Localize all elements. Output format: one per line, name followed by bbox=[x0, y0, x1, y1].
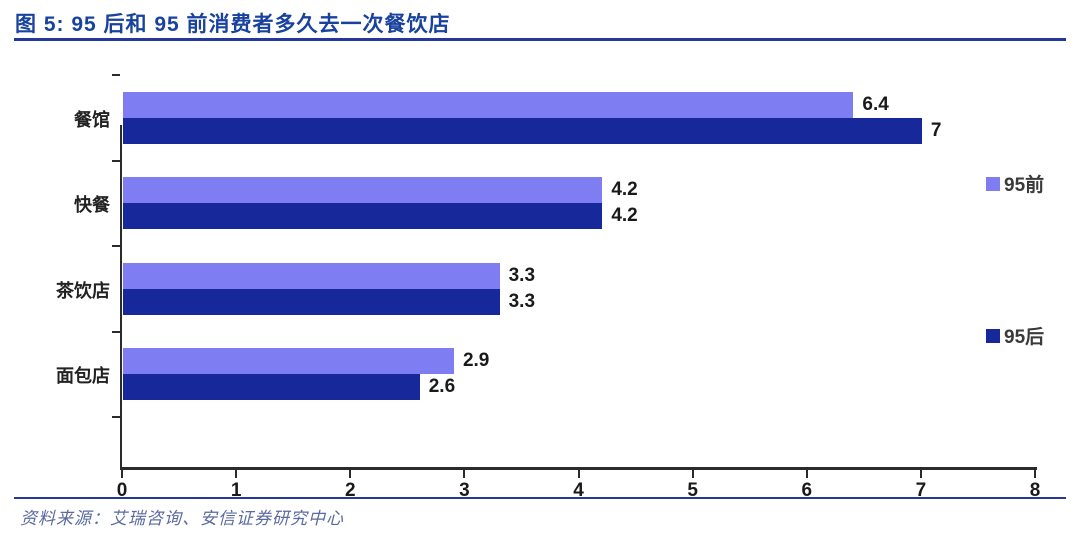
bar-segment-95qian bbox=[123, 348, 454, 375]
bar-value-label: 2.6 bbox=[428, 376, 456, 398]
category-label: 面包店 bbox=[56, 366, 110, 387]
source-note: 资料来源：艾瑞咨询、安信证券研究中心 bbox=[20, 509, 344, 528]
bar-segment-95qian bbox=[123, 177, 603, 204]
bar-value-label: 4.2 bbox=[611, 179, 638, 201]
x-axis-tick-label: 4 bbox=[573, 480, 584, 501]
x-axis-tick-label: 0 bbox=[116, 480, 128, 501]
y-axis-tick bbox=[112, 245, 120, 247]
legend-swatch-icon bbox=[986, 328, 1000, 343]
y-axis-tick bbox=[112, 74, 120, 76]
x-axis-tick bbox=[805, 470, 808, 478]
x-axis-tick-label: 1 bbox=[230, 480, 242, 501]
bar-segment-95hou bbox=[123, 374, 420, 401]
bar-value-label: 7 bbox=[930, 119, 942, 141]
y-axis-tick bbox=[112, 416, 120, 418]
y-axis-tick bbox=[112, 159, 120, 162]
legend-label: 95后 bbox=[1004, 327, 1045, 348]
x-axis-tick-label: 5 bbox=[687, 480, 698, 501]
x-axis-tick-label: 8 bbox=[1029, 480, 1041, 501]
y-axis-line bbox=[120, 125, 122, 470]
bar-value-label: 4.2 bbox=[611, 205, 638, 227]
bar-segment-95qian bbox=[123, 91, 854, 118]
legend-label: 95前 bbox=[1004, 175, 1045, 196]
legend-item-95hou: 95后 bbox=[986, 322, 1044, 349]
figure-title: 图 5: 95 后和 95 前消费者多久去一次餐饮店 bbox=[15, 13, 451, 36]
category-label: 快餐 bbox=[74, 195, 110, 216]
bar-segment-95hou bbox=[123, 117, 922, 144]
y-axis-tick bbox=[112, 330, 120, 333]
bar-value-label: 3.3 bbox=[508, 264, 536, 286]
category-label: 茶饮店 bbox=[56, 280, 110, 301]
x-axis-tick-label: 6 bbox=[801, 480, 813, 501]
bar-segment-95hou bbox=[123, 203, 603, 230]
x-axis-tick bbox=[235, 470, 238, 478]
legend-swatch-icon bbox=[986, 176, 1000, 191]
grouped-bar-chart: 0 1 2 3 4 5 6 7 8 餐馆 6.4 7 快餐 4.2 4.2 茶饮店 3.3 3.3 面包店 2.9 2.… bbox=[0, 50, 1080, 501]
title-underline bbox=[14, 38, 1066, 41]
legend-item-95qian: 95前 bbox=[986, 170, 1044, 197]
category-label: 餐馆 bbox=[74, 109, 110, 130]
bar-value-label: 2.9 bbox=[462, 350, 490, 372]
x-axis-tick bbox=[1034, 470, 1036, 478]
bar-value-label: 6.4 bbox=[862, 93, 889, 115]
bar-segment-95qian bbox=[123, 262, 500, 289]
x-axis-tick-label: 7 bbox=[915, 480, 927, 501]
x-axis-tick-label: 3 bbox=[459, 480, 470, 501]
x-axis-tick bbox=[577, 470, 580, 478]
x-axis-tick bbox=[691, 470, 694, 478]
x-axis-tick bbox=[121, 470, 123, 478]
x-axis-tick bbox=[463, 470, 466, 478]
x-axis-tick-label: 2 bbox=[344, 480, 356, 501]
x-axis-tick bbox=[919, 470, 922, 478]
bar-value-label: 3.3 bbox=[508, 290, 536, 312]
bar-segment-95hou bbox=[123, 288, 500, 315]
x-axis-tick bbox=[349, 470, 352, 478]
x-axis-line bbox=[120, 467, 1037, 470]
footer-divider bbox=[14, 497, 1066, 499]
